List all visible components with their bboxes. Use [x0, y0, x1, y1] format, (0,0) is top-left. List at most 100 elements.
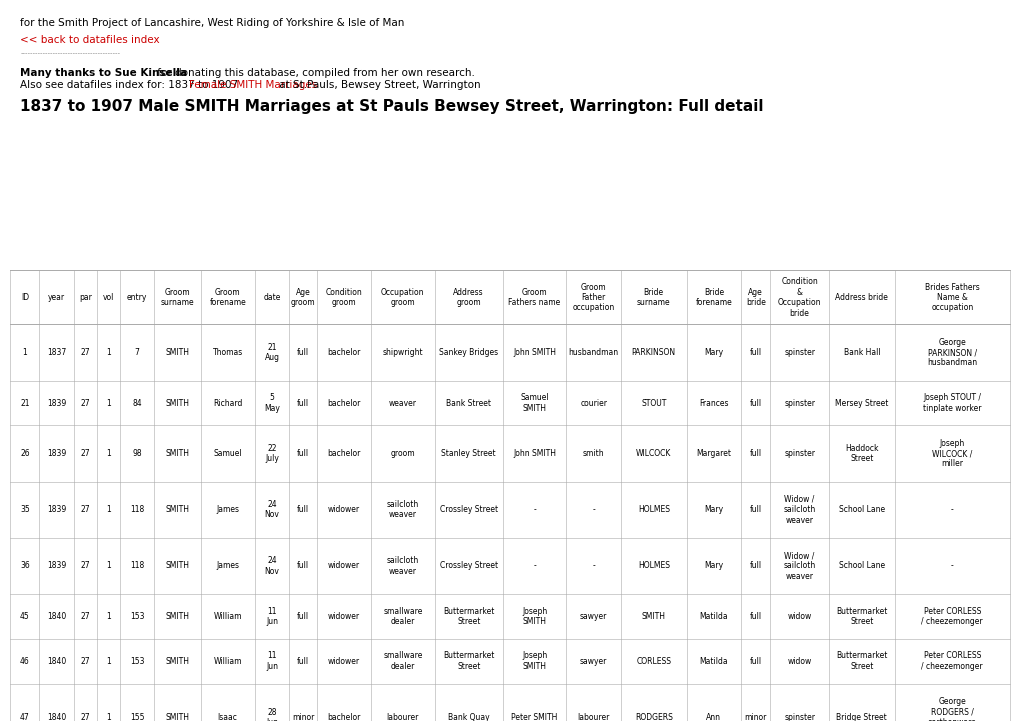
Text: School Lane: School Lane — [838, 505, 884, 514]
Text: Joseph
SMITH: Joseph SMITH — [522, 652, 546, 671]
Text: STOUT: STOUT — [641, 399, 665, 407]
Text: -: - — [533, 505, 535, 514]
Text: widower: widower — [327, 505, 360, 514]
Text: widow: widow — [787, 612, 811, 621]
Text: 22
July: 22 July — [265, 444, 279, 463]
Text: John SMITH: John SMITH — [513, 348, 555, 357]
Text: SMITH: SMITH — [165, 657, 190, 665]
Text: Matilda: Matilda — [699, 612, 728, 621]
Text: full: full — [749, 505, 761, 514]
Text: widower: widower — [327, 657, 360, 665]
Text: widower: widower — [327, 562, 360, 570]
Text: Ann: Ann — [706, 713, 720, 721]
Text: sailcloth
weaver: sailcloth weaver — [386, 500, 419, 519]
Text: 1: 1 — [106, 399, 111, 407]
Text: Joseph
WILCOCK /
miller: Joseph WILCOCK / miller — [931, 438, 971, 469]
Text: labourer: labourer — [577, 713, 609, 721]
Text: 153: 153 — [129, 612, 145, 621]
Text: spinster: spinster — [784, 449, 814, 458]
Text: -: - — [950, 505, 953, 514]
Text: Samuel
SMITH: Samuel SMITH — [520, 394, 548, 412]
Text: 47: 47 — [20, 713, 30, 721]
Text: full: full — [297, 399, 309, 407]
Text: Peter CORLESS
/ cheezemonger: Peter CORLESS / cheezemonger — [920, 652, 982, 671]
Text: SMITH: SMITH — [165, 348, 190, 357]
Text: Widow /
sailcloth
weaver: Widow / sailcloth weaver — [783, 551, 815, 581]
Text: James: James — [216, 505, 238, 514]
Text: 26: 26 — [20, 449, 30, 458]
Text: 24
Nov: 24 Nov — [264, 500, 279, 519]
Text: full: full — [297, 505, 309, 514]
Text: for the Smith Project of Lancashire, West Riding of Yorkshire & Isle of Man: for the Smith Project of Lancashire, Wes… — [20, 18, 405, 28]
Text: 1837 to 1907 Male SMITH Marriages at St Pauls Bewsey Street, Warrington: Full de: 1837 to 1907 Male SMITH Marriages at St … — [20, 99, 763, 115]
Text: Brides Fathers
Name &
occupation: Brides Fathers Name & occupation — [924, 283, 978, 312]
Text: Sankey Bridges: Sankey Bridges — [439, 348, 497, 357]
Text: -: - — [533, 562, 535, 570]
Text: bachelor: bachelor — [327, 348, 360, 357]
Text: Address
groom: Address groom — [452, 288, 484, 307]
Text: full: full — [297, 348, 309, 357]
Text: vol: vol — [103, 293, 114, 302]
Text: SMITH: SMITH — [641, 612, 665, 621]
Text: full: full — [297, 657, 309, 665]
Text: sawyer: sawyer — [580, 612, 606, 621]
Text: SMITH: SMITH — [165, 562, 190, 570]
Text: Haddock
Street: Haddock Street — [845, 444, 877, 463]
Text: Joseph STOUT /
tinplate worker: Joseph STOUT / tinplate worker — [922, 394, 980, 412]
Text: ----------------------------------------: ---------------------------------------- — [20, 50, 120, 56]
Text: full: full — [749, 612, 761, 621]
Text: 28
Jun: 28 Jun — [266, 708, 278, 721]
Text: minor: minor — [291, 713, 314, 721]
Text: Thomas: Thomas — [212, 348, 243, 357]
Text: HOLMES: HOLMES — [637, 505, 669, 514]
Text: Groom
forename: Groom forename — [209, 288, 246, 307]
Text: 11
Jun: 11 Jun — [266, 652, 278, 671]
Text: year: year — [48, 293, 65, 302]
Text: Widow /
sailcloth
weaver: Widow / sailcloth weaver — [783, 495, 815, 525]
Text: smallware
dealer: smallware dealer — [383, 652, 422, 671]
Text: Bridge Street: Bridge Street — [836, 713, 887, 721]
Text: 27: 27 — [81, 505, 91, 514]
Text: -: - — [592, 562, 594, 570]
Text: 45: 45 — [20, 612, 30, 621]
Text: 1: 1 — [106, 713, 111, 721]
Text: full: full — [749, 449, 761, 458]
Text: 98: 98 — [132, 449, 142, 458]
Text: 1839: 1839 — [47, 562, 66, 570]
Text: Occupation
groom: Occupation groom — [381, 288, 424, 307]
Text: Groom
surname: Groom surname — [161, 288, 194, 307]
Text: 27: 27 — [81, 449, 91, 458]
Text: 27: 27 — [81, 713, 91, 721]
Text: 84: 84 — [132, 399, 142, 407]
Text: husbandman: husbandman — [568, 348, 619, 357]
Text: widow: widow — [787, 657, 811, 665]
Text: 1840: 1840 — [47, 612, 66, 621]
Text: 1: 1 — [106, 449, 111, 458]
Text: full: full — [749, 562, 761, 570]
Text: groom: groom — [390, 449, 415, 458]
Text: CORLESS: CORLESS — [636, 657, 671, 665]
Text: SMITH: SMITH — [165, 713, 190, 721]
Text: Mary: Mary — [704, 348, 722, 357]
Text: 27: 27 — [81, 612, 91, 621]
Text: par: par — [78, 293, 92, 302]
Text: Groom
Fathers name: Groom Fathers name — [507, 288, 560, 307]
Text: Bride
surname: Bride surname — [636, 288, 669, 307]
Text: Buttermarket
Street: Buttermarket Street — [442, 607, 494, 626]
Text: Matilda: Matilda — [699, 657, 728, 665]
Text: 21
Aug: 21 Aug — [264, 343, 279, 362]
Text: School Lane: School Lane — [838, 562, 884, 570]
Text: Peter CORLESS
/ cheezemonger: Peter CORLESS / cheezemonger — [920, 607, 982, 626]
Text: Female SMITH Marriages: Female SMITH Marriages — [190, 80, 317, 90]
Text: Mary: Mary — [704, 562, 722, 570]
Text: WILCOCK: WILCOCK — [636, 449, 671, 458]
Text: spinster: spinster — [784, 399, 814, 407]
Text: << back to datafiles index: << back to datafiles index — [20, 35, 160, 45]
Text: PARKINSON: PARKINSON — [631, 348, 676, 357]
Text: bachelor: bachelor — [327, 713, 360, 721]
Text: Bride
forename: Bride forename — [695, 288, 732, 307]
Text: Mersey Street: Mersey Street — [835, 399, 888, 407]
Text: Richard: Richard — [213, 399, 243, 407]
Text: full: full — [749, 657, 761, 665]
Text: 1837: 1837 — [47, 348, 66, 357]
